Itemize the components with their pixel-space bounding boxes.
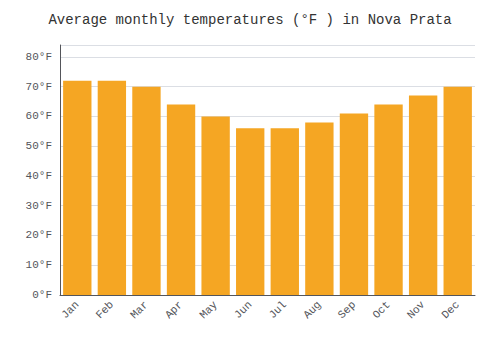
svg-text:Average monthly temperatures (: Average monthly temperatures (°F ) in No…: [48, 12, 451, 28]
svg-text:Feb: Feb: [94, 299, 116, 321]
svg-text:Dec: Dec: [439, 299, 461, 321]
svg-text:60°F: 60°F: [26, 110, 52, 122]
svg-text:80°F: 80°F: [26, 51, 52, 63]
svg-text:70°F: 70°F: [26, 81, 52, 93]
svg-text:50°F: 50°F: [26, 140, 52, 152]
svg-text:Jun: Jun: [232, 299, 254, 321]
svg-text:May: May: [197, 298, 220, 321]
svg-text:Jul: Jul: [267, 299, 289, 321]
svg-text:Apr: Apr: [163, 299, 185, 321]
svg-text:10°F: 10°F: [26, 259, 52, 271]
svg-text:Oct: Oct: [370, 299, 392, 321]
svg-text:40°F: 40°F: [26, 170, 52, 182]
svg-text:30°F: 30°F: [26, 200, 52, 212]
svg-text:Aug: Aug: [301, 299, 323, 321]
svg-text:0°F: 0°F: [32, 289, 52, 301]
svg-text:Jan: Jan: [59, 299, 81, 321]
svg-text:Mar: Mar: [128, 299, 150, 321]
svg-text:Nov: Nov: [405, 298, 428, 321]
svg-text:Sep: Sep: [336, 299, 358, 321]
svg-text:20°F: 20°F: [26, 229, 52, 241]
